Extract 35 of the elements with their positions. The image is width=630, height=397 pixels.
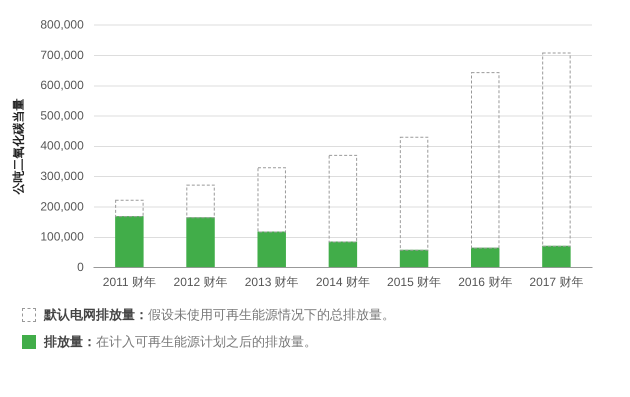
y-tick-label: 700,000	[40, 48, 84, 62]
y-tick-label: 500,000	[40, 108, 84, 122]
x-tick-label: 2011 财年	[102, 275, 156, 290]
text: 在计入可再生能源计划之后的排放量。	[96, 333, 317, 351]
y-tick-label: 400,000	[40, 138, 84, 153]
bar	[471, 72, 500, 249]
y-tick-label: 200,000	[40, 199, 84, 214]
text: 假设未使用可再生能源情况下的总排放量。	[148, 306, 395, 324]
y-tick-label: 0	[77, 260, 84, 274]
bar	[186, 217, 215, 268]
y-tick-label: 300,000	[40, 169, 84, 184]
bar	[186, 184, 215, 218]
bar	[400, 250, 428, 268]
x-tick-label: 2017 财年	[529, 275, 584, 290]
x-tick-label: 2012 财年	[174, 275, 228, 290]
x-tick-label: 2016 财年	[458, 275, 512, 290]
bar	[115, 216, 144, 268]
y-tick-label: 800,000	[40, 18, 84, 32]
x-tick-label: 2013 财年	[244, 275, 299, 290]
x-tick-label: 2014 财年	[316, 275, 370, 290]
y-axis-title: 公吨二氧化碳当量	[12, 98, 26, 196]
bar	[257, 232, 286, 268]
bar	[542, 52, 571, 247]
legend-label: 默认电网排放量：	[44, 306, 148, 324]
bar	[257, 167, 286, 233]
bar	[115, 200, 144, 218]
x-tick-label: 2015 财年	[387, 275, 442, 290]
bar	[471, 248, 500, 268]
legend-label: 排放量：	[44, 333, 96, 351]
y-tick-label: 600,000	[40, 78, 84, 92]
bar	[542, 246, 571, 268]
bar	[328, 242, 358, 268]
y-tick-label: 100,000	[40, 230, 84, 244]
bar	[400, 136, 428, 251]
bar	[328, 154, 358, 243]
